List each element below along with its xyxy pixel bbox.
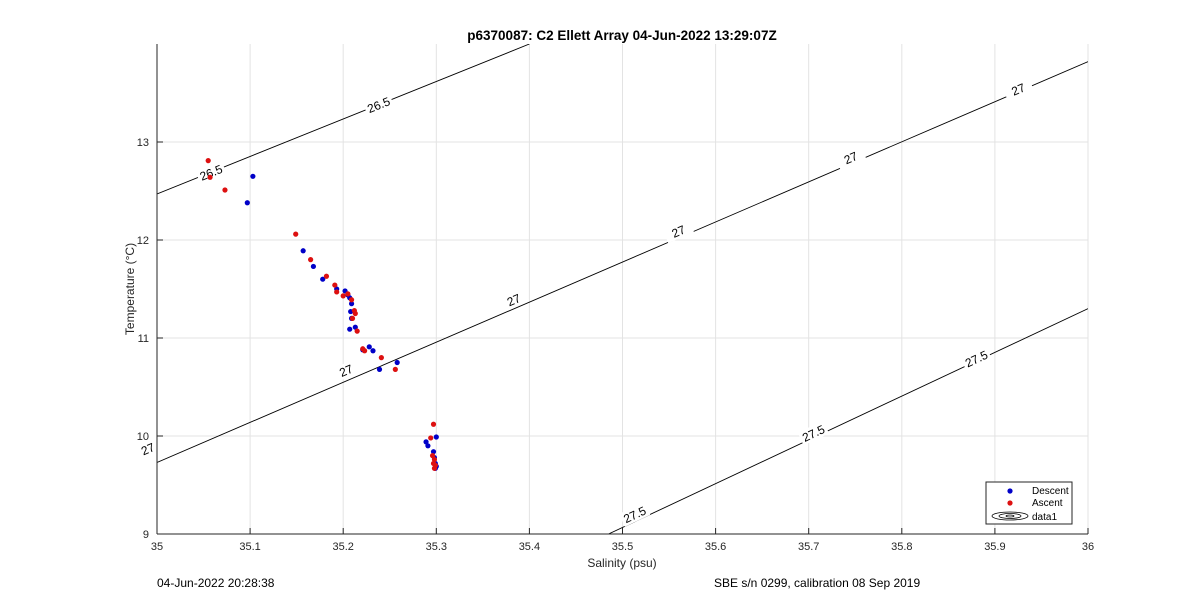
contour-label-bg	[960, 346, 992, 371]
contour-line-27.5	[608, 308, 1088, 534]
ascent-point	[352, 310, 358, 317]
contour-line-27	[157, 61, 1088, 463]
ascent-point	[207, 174, 213, 180]
descent-point	[250, 173, 256, 179]
series-descent	[244, 173, 439, 471]
contour-label-bg	[797, 420, 830, 446]
contour-label-bg	[195, 160, 227, 185]
x-tick-label: 35.1	[239, 541, 260, 553]
ascent-point	[378, 355, 384, 361]
footer-calibration: SBE s/n 0299, calibration 08 Sep 2019	[714, 576, 921, 590]
y-tick-label: 9	[143, 529, 149, 541]
x-tick-label: 35.6	[705, 541, 726, 553]
y-tick-label: 12	[137, 235, 149, 247]
contour-label: 27	[670, 222, 688, 240]
y-tick-label: 10	[137, 431, 149, 443]
descent-point	[376, 366, 383, 372]
descent-point	[370, 348, 376, 354]
footer-timestamp: 04-Jun-2022 20:28:38	[157, 576, 275, 590]
ascent-point	[332, 282, 338, 288]
legend: Descent Ascent data1	[985, 481, 1073, 525]
y-axis-label: Temperature (°C)	[123, 243, 137, 335]
ascent-point	[345, 291, 351, 297]
contour-label-bg	[132, 436, 164, 461]
contour-label: 27	[337, 362, 355, 380]
ascent-point	[428, 435, 434, 441]
legend-contour-icon	[991, 511, 1029, 521]
descent-point	[352, 324, 358, 330]
contour-label-bg	[1002, 77, 1034, 102]
contour-label-bg	[618, 502, 651, 527]
x-tick-label: 35.2	[332, 541, 353, 553]
contour-label-bg	[362, 93, 395, 117]
series-ascent	[205, 158, 438, 471]
x-tick-label: 35.3	[426, 541, 447, 553]
ascent-point	[392, 366, 398, 372]
x-tick-label: 36	[1082, 541, 1094, 553]
descent-point	[423, 439, 429, 445]
descent-point	[366, 344, 372, 350]
contour-label-bg	[497, 287, 530, 312]
x-tick-label: 35.4	[519, 541, 540, 553]
legend-descent-label: Descent	[1032, 486, 1069, 497]
descent-point	[300, 248, 306, 254]
x-tick-label: 35.8	[891, 541, 912, 553]
descent-point	[320, 276, 326, 282]
ascent-point	[354, 328, 360, 334]
chart-title: p6370087: C2 Ellett Array 04-Jun-2022 13…	[467, 28, 776, 43]
y-tick-label: 11	[138, 333, 149, 345]
ascent-point	[431, 456, 438, 463]
ascent-point	[430, 421, 437, 427]
descent-point	[348, 301, 355, 307]
descent-point	[430, 449, 437, 455]
ascent-point	[323, 273, 330, 279]
contour-label-bg	[662, 219, 694, 244]
legend-ascent-marker	[1007, 500, 1013, 506]
ascent-point	[429, 453, 436, 459]
descent-point	[394, 359, 400, 366]
ascent-point	[334, 289, 340, 295]
x-tick-label: 35.5	[612, 541, 633, 553]
ascent-point	[308, 257, 314, 263]
descent-point	[310, 263, 317, 270]
contour-label-bg	[330, 358, 362, 383]
ascent-point	[222, 187, 228, 193]
legend-ascent-label: Ascent	[1032, 498, 1063, 509]
ascent-point	[362, 348, 368, 354]
contour-label: 27	[1009, 80, 1027, 98]
ascent-point	[293, 231, 299, 237]
contour-label: 27	[139, 440, 157, 458]
contour-label: 27	[842, 149, 860, 167]
x-axis-label: Salinity (psu)	[587, 556, 656, 570]
ascent-point	[348, 297, 355, 303]
descent-point	[244, 200, 250, 206]
descent-point	[433, 434, 439, 440]
y-tick-label: 13	[137, 137, 149, 149]
profile-points	[205, 158, 439, 471]
contour-label-bg	[834, 145, 867, 170]
ascent-point	[431, 465, 438, 471]
x-tick-label: 35.9	[984, 541, 1005, 553]
ascent-point	[340, 293, 346, 299]
x-tick-label: 35.7	[798, 541, 819, 553]
grid-lines	[156, 44, 1089, 535]
ascent-point	[349, 315, 356, 321]
legend-data1-label: data1	[1032, 512, 1057, 523]
descent-point	[425, 443, 431, 449]
legend-descent-marker	[1007, 488, 1013, 494]
axes: 35 35.1 35.2 35.3 35.4 35.5 35.6 35.7 35.8 35.9 36…	[137, 44, 1094, 553]
x-tick-label: 35	[151, 541, 163, 553]
ascent-point	[205, 158, 211, 164]
descent-point	[347, 326, 353, 332]
contour-label: 27	[505, 291, 523, 309]
